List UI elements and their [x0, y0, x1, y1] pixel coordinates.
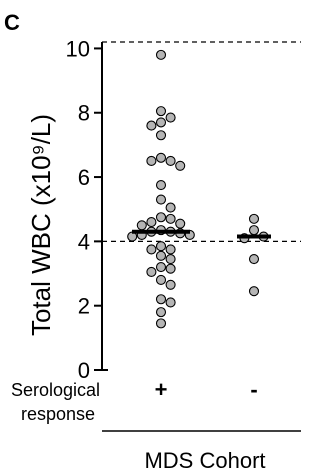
- data-point-responder-6: [155, 152, 167, 163]
- data-point-responder-5: [155, 130, 167, 141]
- data-point-responder-1: [155, 106, 167, 117]
- data-point-responder-28: [155, 250, 167, 261]
- data-points: [127, 49, 269, 329]
- data-point-responder-25: [155, 241, 167, 252]
- data-point-responder-31: [165, 263, 176, 274]
- data-point-responder-38: [155, 318, 167, 329]
- data-point-non-responder-0: [248, 213, 260, 224]
- x-category-label-1: -: [250, 377, 257, 402]
- data-point-responder-27: [146, 244, 157, 255]
- panel-label: C: [4, 10, 20, 35]
- data-point-responder-14: [165, 213, 176, 224]
- data-point-responder-4: [146, 120, 157, 131]
- y-tick-label-4: 4: [78, 229, 90, 254]
- x-axis-title: MDS Cohort: [144, 448, 265, 473]
- data-point-responder-11: [155, 194, 167, 205]
- x-row-label-line-2: response: [21, 404, 95, 424]
- x-category-label-0: +: [155, 377, 168, 402]
- data-point-responder-32: [146, 266, 157, 277]
- data-point-responder-0: [155, 49, 167, 60]
- median-markers: [132, 229, 271, 239]
- data-point-responder-26: [165, 244, 176, 255]
- data-point-responder-29: [165, 254, 176, 265]
- data-point-responder-2: [165, 112, 176, 123]
- data-point-non-responder-1: [248, 225, 260, 236]
- x-categories: + -: [155, 377, 258, 402]
- data-point-responder-35: [155, 294, 167, 305]
- y-axis-title: Total WBC (x10⁹/L): [26, 114, 56, 336]
- data-point-responder-36: [165, 297, 176, 308]
- data-point-non-responder-5: [248, 286, 260, 297]
- y-tick-label-0: 0: [78, 358, 90, 383]
- data-point-responder-37: [155, 307, 167, 318]
- data-point-responder-7: [165, 155, 176, 167]
- data-point-responder-8: [146, 155, 157, 167]
- y-tick-label-6: 6: [78, 165, 90, 190]
- y-tick-label-10: 10: [66, 36, 90, 61]
- data-point-responder-9: [175, 160, 186, 171]
- x-row-label-line-1: Serological: [11, 380, 100, 400]
- data-point-non-responder-4: [248, 254, 260, 265]
- data-point-responder-33: [155, 274, 167, 286]
- data-point-responder-17: [136, 220, 147, 231]
- data-point-responder-13: [155, 212, 167, 223]
- x-row-label: Serological response: [11, 380, 105, 424]
- data-point-responder-3: [155, 117, 167, 128]
- data-point-responder-15: [146, 217, 157, 228]
- data-point-responder-30: [155, 262, 167, 273]
- data-point-responder-10: [155, 180, 167, 191]
- data-point-responder-34: [165, 279, 176, 290]
- data-point-responder-12: [165, 202, 176, 213]
- y-axis: 0 2 4 6 8 10: [66, 36, 108, 383]
- reference-lines: [102, 41, 301, 242]
- data-point-responder-16: [175, 218, 186, 229]
- y-tick-label-2: 2: [78, 294, 90, 319]
- y-tick-label-8: 8: [78, 101, 90, 126]
